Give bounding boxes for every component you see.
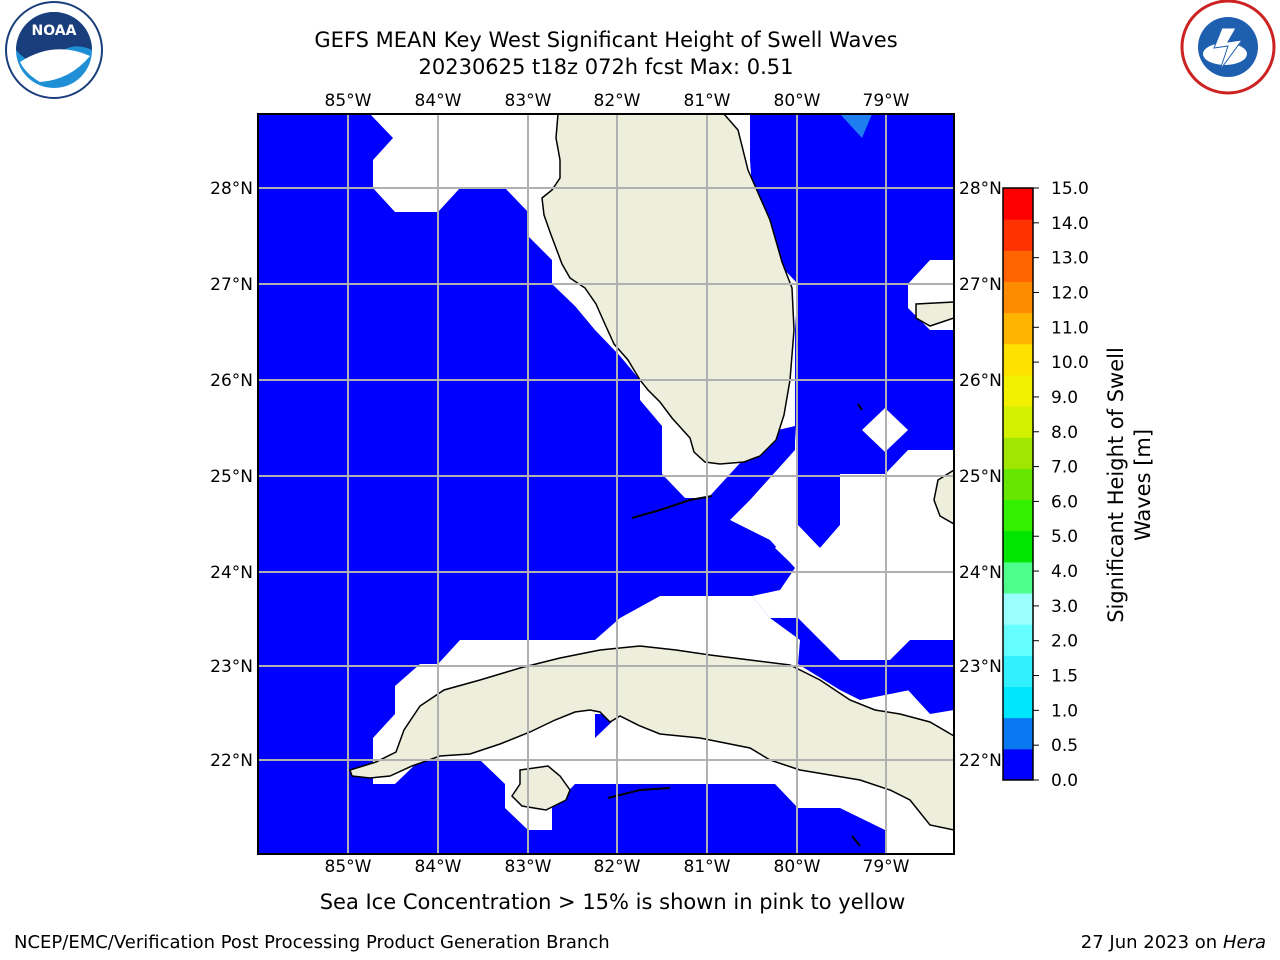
lon-label-bottom: 83°W [505, 857, 552, 877]
host-name: Hera [1222, 932, 1266, 953]
lon-label-bottom: 85°W [325, 857, 372, 877]
land-florida [541, 114, 795, 465]
colorbar-segment [1003, 717, 1033, 750]
colorbar-segment [1003, 748, 1033, 781]
lon-label-bottom: 84°W [415, 857, 462, 877]
lat-label-left: 23°N [210, 657, 253, 677]
colorbar-segment [1003, 188, 1033, 220]
colorbar-segment [1003, 343, 1033, 376]
lon-label-top: 85°W [325, 91, 372, 111]
credit-text: NCEP/EMC/Verification Post Processing Pr… [14, 932, 610, 953]
lon-label-top: 82°W [594, 91, 641, 111]
light-blue-cell [840, 114, 872, 138]
gridlines [258, 114, 954, 854]
colorbar-segment [1003, 406, 1033, 438]
colorbar-segment [1003, 561, 1033, 594]
colorbar-tick-label: 10.0 [1051, 353, 1089, 373]
colorbar-segment [1003, 468, 1033, 501]
map-frame [257, 113, 955, 855]
colorbar-tick-label: 4.0 [1051, 562, 1078, 582]
lat-label-left: 22°N [210, 751, 253, 771]
date-text: 27 Jun 2023 on Hera [1081, 932, 1266, 953]
colorbar-tick-label: 2.0 [1051, 632, 1078, 652]
colorbar-segment [1003, 499, 1033, 532]
colorbar-frame [1002, 187, 1034, 781]
colorbar-segment [1003, 686, 1033, 719]
lat-label-right: 25°N [959, 467, 1002, 487]
date-value: 27 Jun 2023 on [1080, 932, 1218, 953]
colorbar-tick-label: 7.0 [1051, 458, 1078, 478]
lat-label-left: 24°N [210, 563, 253, 583]
colorbar-segment [1003, 655, 1033, 688]
lon-label-bottom: 79°W [863, 857, 910, 877]
colorbar-tick-label: 14.0 [1051, 214, 1089, 234]
colorbar-segment [1003, 530, 1033, 563]
lat-label-right: 26°N [959, 371, 1002, 391]
colorbar-segment [1003, 281, 1033, 314]
lon-label-top: 84°W [415, 91, 462, 111]
colorbar-tick-label: 0.0 [1051, 771, 1078, 791]
colorbar-tick-label: 3.0 [1051, 597, 1078, 617]
colorbar-tick-label: 1.0 [1051, 701, 1078, 721]
colorbar-tick-label: 13.0 [1051, 249, 1089, 269]
lat-label-right: 23°N [959, 657, 1002, 677]
lon-label-top: 79°W [863, 91, 910, 111]
colorbar-tick-label: 5.0 [1051, 527, 1078, 547]
lon-label-top: 81°W [684, 91, 731, 111]
colorbar-tick-label: 8.0 [1051, 423, 1078, 443]
sea-ice-note: Sea Ice Concentration > 15% is shown in … [319, 890, 906, 914]
lat-label-right: 22°N [959, 751, 1002, 771]
colorbar-segment [1003, 374, 1033, 407]
chart-title: GEFS MEAN Key West Significant Height of… [314, 28, 898, 52]
lat-label-left: 25°N [210, 467, 253, 487]
lat-label-left: 27°N [210, 275, 253, 295]
lat-label-left: 26°N [210, 371, 253, 391]
lon-label-bottom: 82°W [594, 857, 641, 877]
colorbar-tick-label: 6.0 [1051, 492, 1078, 512]
colorbar-tick-label: 15.0 [1051, 179, 1089, 199]
land-cuba [349, 301, 954, 831]
colorbar: 0.0 0.5 1.0 1.5 2.0 3.0 4.0 5.0 6.0 7.0 8.0 9.0 10.0… [1002, 179, 1089, 791]
chart-subtitle: 20230625 t18z 072h fcst Max: 0.51 [418, 55, 794, 79]
lat-label-right: 28°N [959, 179, 1002, 199]
colorbar-segment [1003, 219, 1033, 251]
lon-label-top: 83°W [505, 91, 552, 111]
colorbar-segment [1003, 624, 1033, 656]
lat-label-right: 27°N [959, 275, 1002, 295]
colorbar-tick-label: 11.0 [1051, 318, 1089, 338]
lon-label-top: 80°W [774, 91, 821, 111]
lon-label-bottom: 81°W [684, 857, 731, 877]
islands [607, 403, 863, 847]
nws-logo-icon [1180, 0, 1276, 95]
colorbar-tick-label: 9.0 [1051, 388, 1078, 408]
colorbar-segment [1003, 437, 1033, 469]
colorbar-segment [1003, 593, 1033, 625]
colorbar-segment [1003, 312, 1033, 345]
lat-label-right: 24°N [959, 563, 1002, 583]
noaa-logo-text: NOAA [32, 23, 77, 39]
colorbar-tick-label: 12.0 [1051, 283, 1089, 303]
colorbar-tick-label: 0.5 [1051, 736, 1078, 756]
lat-label-left: 28°N [210, 179, 253, 199]
axis-labels: 85°W 85°W 84°W 84°W 83°W 83°W 82°W 82°W 81°W 81°W… [210, 91, 1002, 877]
lon-label-bottom: 80°W [774, 857, 821, 877]
colorbar-segment [1003, 250, 1033, 282]
colorbar-label-line1: Significant Height of Swell [1104, 347, 1128, 623]
colorbar-tick-label: 1.5 [1051, 667, 1078, 687]
colorbar-label-line2: Waves [m] [1131, 429, 1155, 541]
